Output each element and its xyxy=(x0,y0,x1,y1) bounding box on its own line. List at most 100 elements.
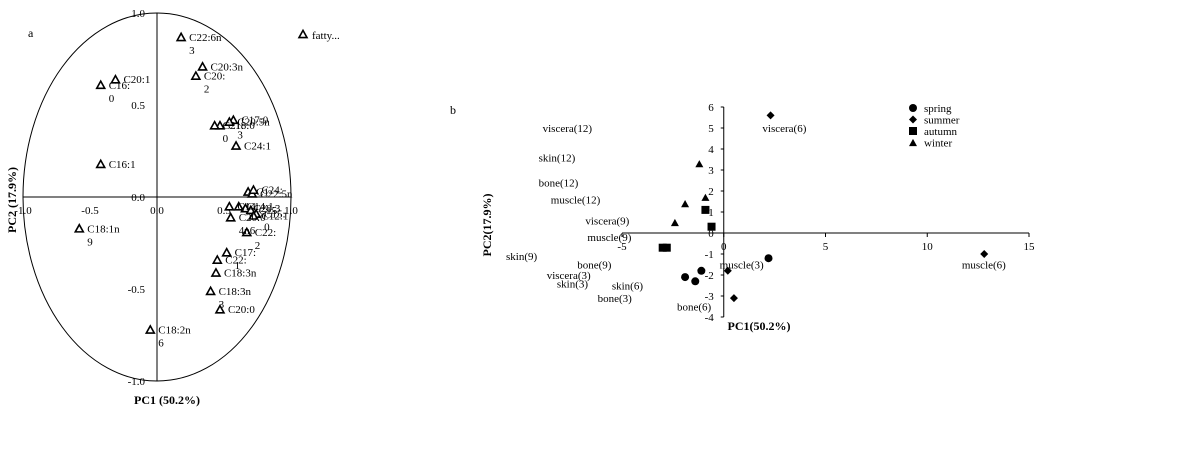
y-tick-label: 2 xyxy=(708,186,714,198)
point-label: C17:0 xyxy=(241,115,268,127)
point-label: C20: 2 xyxy=(204,71,225,96)
y-tick-label: 4 xyxy=(708,144,714,156)
legend-marker-spring xyxy=(909,104,917,112)
loading-point xyxy=(110,73,121,84)
loading-point xyxy=(230,140,242,150)
y-tick-label: -1 xyxy=(705,249,714,261)
point-label: C18:2n 6 xyxy=(158,324,191,349)
x-tick-label: 0 xyxy=(721,241,727,253)
y-tick-label: 1 xyxy=(708,207,714,219)
summer-point xyxy=(766,111,775,120)
point-label: C20:1 xyxy=(123,74,150,86)
point-label: C18:3n xyxy=(224,267,257,279)
point-label: C1 xyxy=(256,186,269,198)
loading-point xyxy=(221,246,233,257)
loading-point xyxy=(224,116,235,126)
y-tick-label: 3 xyxy=(708,165,714,177)
y-tick-label: -3 xyxy=(705,291,715,303)
corner-label: fatty... xyxy=(312,30,340,42)
spring-point xyxy=(681,273,690,282)
point-label: C21: 0 xyxy=(223,120,244,145)
x-tick-label: 0.0 xyxy=(150,205,164,217)
point-label: C18:1n 9 xyxy=(87,223,120,248)
loading-point xyxy=(73,223,85,233)
loading-point xyxy=(190,70,202,80)
spring-point xyxy=(691,277,700,286)
point-label: C22: 2 xyxy=(255,227,276,252)
spring-point xyxy=(764,254,773,263)
x-tick-label: 15 xyxy=(1024,241,1036,253)
point-label: C20:5n 3 xyxy=(237,117,270,142)
panel-b-score-plot: b-5 0 5 10 156543210-1-2-3-4PC1(50.2%)PC2(17… xyxy=(450,102,1035,333)
point-label: C24: xyxy=(261,185,282,197)
sample-label: viscera(3) xyxy=(547,270,591,282)
loading-point xyxy=(205,285,216,296)
loading-point xyxy=(248,210,259,220)
point-label: C12:1 xyxy=(261,210,288,222)
y-tick-label: 0.0 xyxy=(131,192,145,204)
y-axis-title: PC2 (17.9%) xyxy=(5,167,19,233)
corner-triangle-marker xyxy=(297,28,309,39)
legend-marker-winter xyxy=(909,138,917,147)
x-tick-label: 1.0 xyxy=(284,205,298,217)
loading-point xyxy=(95,158,107,169)
point-label: C24:1 xyxy=(244,140,271,152)
summer-point xyxy=(729,294,738,303)
point-label: C20:3 xyxy=(253,203,280,215)
x-tick-label: -5 xyxy=(617,241,627,253)
winter-point xyxy=(670,218,679,227)
sample-label: skin(3) xyxy=(557,278,589,290)
winter-point xyxy=(701,193,710,201)
sample-label: bone(6) xyxy=(677,302,712,314)
point-label: C22:5n xyxy=(260,188,293,200)
x-tick-label: -0.5 xyxy=(81,205,99,217)
x-tick-label: -1.0 xyxy=(14,205,32,217)
x-axis-title: PC1 (50.2%) xyxy=(134,393,200,407)
y-tick-label: 0 xyxy=(708,228,714,240)
panel-label: a xyxy=(28,26,34,40)
sample-label: bone(3) xyxy=(598,293,633,305)
autumn-point xyxy=(662,243,671,252)
x-tick-label: 5 xyxy=(823,241,829,253)
winter-point xyxy=(681,200,690,208)
summer-point xyxy=(980,250,989,258)
point-label: C20:3n xyxy=(211,61,244,73)
sample-label: muscle(12) xyxy=(551,194,601,206)
legend-marker-autumn xyxy=(909,127,917,135)
loading-point xyxy=(209,119,220,130)
loading-point xyxy=(144,324,156,334)
sample-label: muscle(9) xyxy=(587,232,631,244)
point-label: C20:0 4n6 xyxy=(239,212,266,237)
loading-point xyxy=(248,184,259,195)
summer-point xyxy=(723,266,732,275)
point-label: C22: xyxy=(225,255,246,267)
y-tick-label: -2 xyxy=(705,270,714,282)
legend-marker-summer xyxy=(909,115,917,124)
autumn-point xyxy=(701,205,710,214)
y-tick-label: -1.0 xyxy=(128,376,146,388)
x-tick-label: 10 xyxy=(922,241,934,253)
sample-label: skin(12) xyxy=(539,152,576,164)
loading-point xyxy=(197,61,208,71)
point-label: C20:0 xyxy=(228,304,255,316)
autumn-point xyxy=(658,243,667,252)
point-label: C18:3n 3 xyxy=(219,286,252,311)
point-label: C16: 0 xyxy=(109,80,130,105)
y-tick-label: 5 xyxy=(708,123,714,135)
loading-point xyxy=(225,211,237,222)
point-label: C15 xyxy=(259,205,278,217)
sample-label: viscera(9) xyxy=(585,215,629,227)
sample-label: bone(9) xyxy=(577,260,612,272)
sample-label: viscera(12) xyxy=(543,123,593,135)
legend-label: winter xyxy=(924,138,952,150)
y-axis-title: PC2(17.9%) xyxy=(480,194,494,257)
point-label: C17: 1 xyxy=(235,247,256,272)
sample-label: viscera(6) xyxy=(762,123,806,135)
autumn-point xyxy=(707,222,716,231)
loading-point xyxy=(233,200,245,211)
loading-point xyxy=(224,200,235,211)
sample-label: skin(6) xyxy=(612,281,644,293)
point-label: C22:6n 3 xyxy=(189,32,222,57)
